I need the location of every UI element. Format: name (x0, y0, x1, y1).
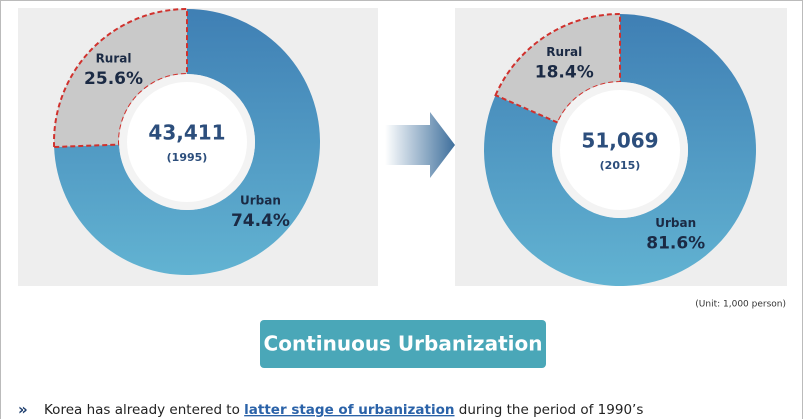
slice-name: Rural (96, 52, 132, 66)
arrow (385, 112, 455, 178)
bullet-icon: » (18, 401, 28, 419)
slice-name: Rural (546, 45, 582, 59)
slice-value: 18.4% (535, 63, 594, 83)
banner-text: Continuous Urbanization (264, 332, 543, 356)
highlight: latter stage of urbanization (244, 402, 454, 418)
slice-value: 81.6% (646, 233, 705, 253)
center-label: (1995) (167, 151, 208, 164)
center-label: (2015) (600, 159, 641, 172)
banner (260, 320, 546, 368)
inner-circle (560, 90, 680, 210)
slice-name: Urban (655, 216, 696, 230)
slice-value: 74.4% (231, 211, 290, 231)
center-value: 51,069 (581, 129, 658, 153)
center-value: 43,411 (148, 121, 225, 145)
inner-circle (127, 82, 247, 202)
unit-note: (Unit: 1,000 person) (695, 300, 786, 310)
text: Korea has already entered to (44, 402, 244, 418)
donut-slice (54, 9, 320, 275)
slice-value: 25.6% (84, 69, 143, 89)
slice-name: Urban (240, 193, 281, 207)
donut-slice (53, 7, 188, 149)
donut-slice (484, 14, 757, 286)
donut-slice (494, 12, 621, 124)
text: during the period of 1990’s (455, 402, 644, 418)
bullet-text: Korea has already entered to latter stag… (44, 402, 643, 418)
